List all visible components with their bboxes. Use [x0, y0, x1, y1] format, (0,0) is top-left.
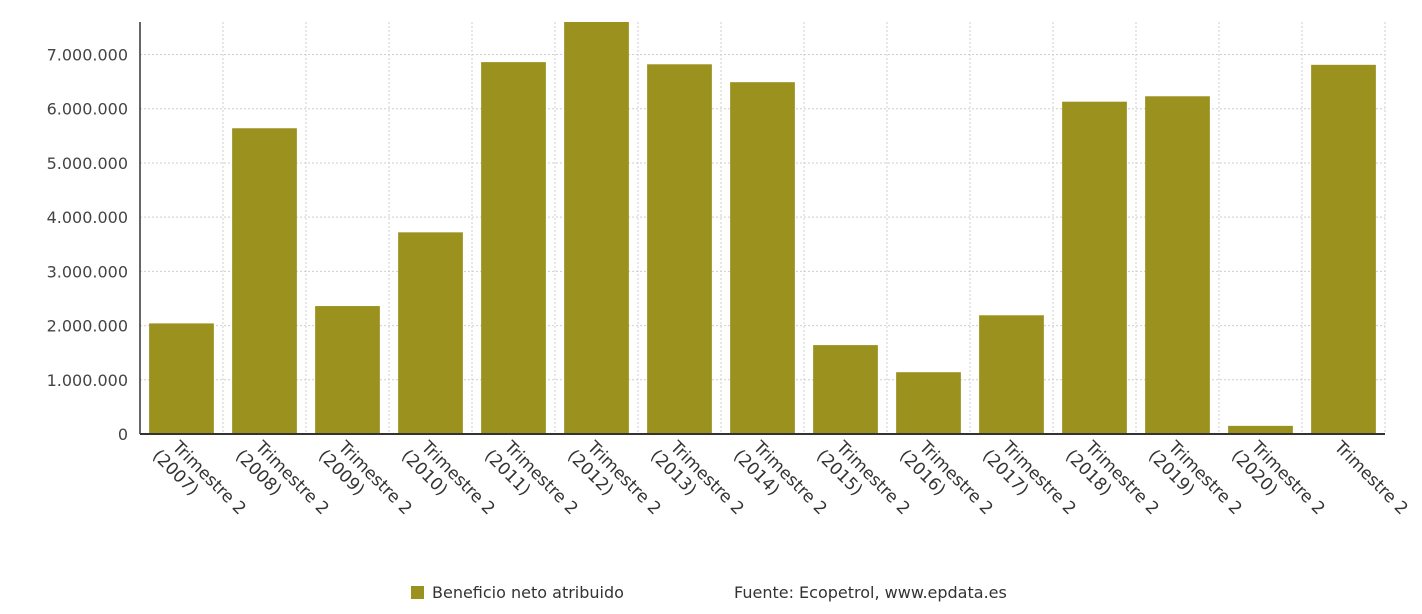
- y-tick-label: 7.000.000: [47, 46, 128, 65]
- y-tick-labels: 0 1.000.000 2.000.000 3.000.000 4.000.000 5.0…: [47, 46, 128, 444]
- bar: [1145, 96, 1210, 434]
- x-tick-label: Trimestre 2(2011): [480, 432, 581, 533]
- bar: [1228, 425, 1293, 434]
- x-tick-label: Trimestre 2(2009): [314, 432, 415, 533]
- bar: [896, 372, 961, 434]
- x-tick-label: Trimestre 2(2015): [812, 432, 913, 533]
- x-tick-label: Trimestre 2(2010): [397, 432, 498, 533]
- x-tick-label: Trimestre 2: [1329, 437, 1411, 519]
- bar: [813, 345, 878, 434]
- y-tick-label: 6.000.000: [47, 100, 128, 119]
- x-tick-label: Trimestre 2(2019): [1144, 432, 1245, 533]
- y-tick-label: 5.000.000: [47, 154, 128, 173]
- x-tick-label: Trimestre 2(2016): [895, 432, 996, 533]
- x-tick-labels: Trimestre 2(2007) Trimestre 2(2008) Trimes…: [148, 432, 1411, 533]
- x-tick-label: Trimestre 2(2020): [1227, 432, 1328, 533]
- x-tick-label: Trimestre 2(2012): [563, 432, 664, 533]
- legend-series-label: Beneficio neto atribuido: [432, 583, 624, 602]
- bar: [398, 232, 463, 434]
- source-label: Fuente: Ecopetrol, www.epdata.es: [734, 583, 1007, 602]
- bar: [1062, 101, 1127, 434]
- x-tick-label: Trimestre 2(2008): [231, 432, 332, 533]
- bar: [232, 128, 297, 434]
- x-tick-label: Trimestre 2(2017): [978, 432, 1079, 533]
- y-tick-label: 4.000.000: [47, 208, 128, 227]
- bar: [1311, 64, 1376, 434]
- y-tick-label: 2.000.000: [47, 317, 128, 336]
- y-tick-label: 0: [118, 425, 128, 444]
- legend-swatch: [411, 586, 424, 599]
- bar: [979, 315, 1044, 434]
- x-tick-label: Trimestre 2(2013): [646, 432, 747, 533]
- bar: [149, 323, 214, 434]
- x-tick-label: Trimestre 2(2014): [729, 432, 830, 533]
- legend: Beneficio neto atribuido Fuente: Ecopetr…: [411, 583, 1007, 602]
- bar: [730, 82, 795, 435]
- bar: [647, 64, 712, 434]
- axes: [139, 22, 1385, 435]
- bar: [481, 62, 546, 435]
- x-tick-label: Trimestre 2(2007): [148, 432, 249, 533]
- bars: [149, 22, 1376, 435]
- x-tick-label: Trimestre 2(2018): [1061, 432, 1162, 533]
- bar: [315, 306, 380, 434]
- bar: [564, 22, 629, 434]
- y-tick-label: 3.000.000: [47, 262, 128, 281]
- y-tick-label: 1.000.000: [47, 371, 128, 390]
